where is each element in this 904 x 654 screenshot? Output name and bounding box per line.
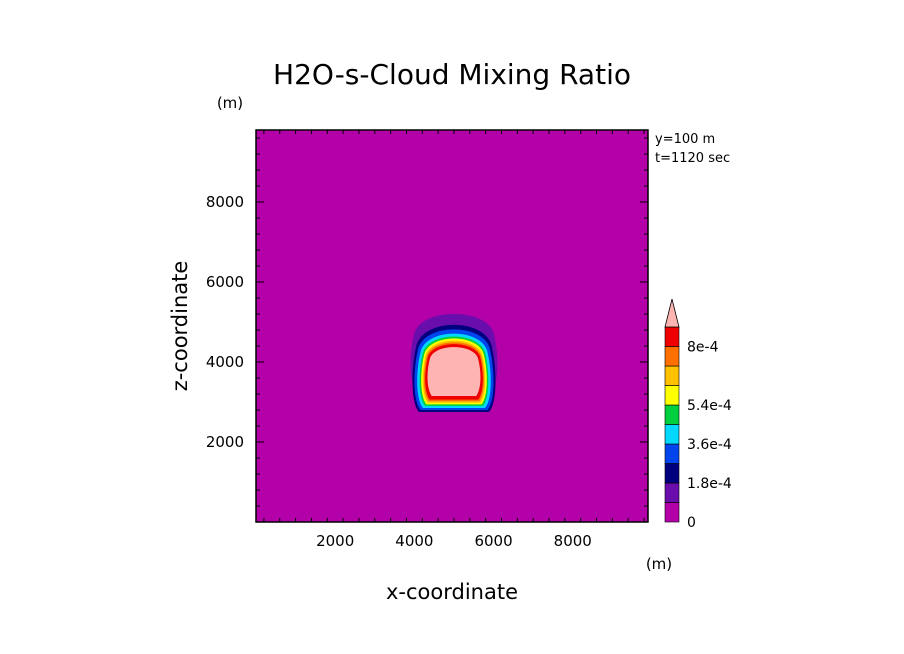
- colorbar-segment: [664, 346, 680, 367]
- x-tick-label: 6000: [474, 532, 512, 550]
- colorbar-segment: [664, 443, 680, 464]
- colorbar-label: 3.6e-4: [687, 437, 732, 453]
- y-axis-ticks: 2000 4000 6000 8000: [206, 137, 648, 507]
- annotation-y-position: y=100 m: [655, 132, 715, 147]
- x-tick-label: 2000: [316, 532, 354, 550]
- plot-frame: [255, 129, 649, 523]
- cloud-plume: [410, 313, 498, 412]
- colorbar-label: 5.4e-4: [687, 398, 732, 414]
- colorbar-segment: [664, 326, 680, 347]
- colorbar-segment: [664, 385, 680, 406]
- y-tick-label: 2000: [206, 433, 244, 451]
- y-tick-label: 8000: [206, 193, 244, 211]
- x-axis-ticks: 2000 4000 6000 8000: [263, 130, 645, 550]
- x-tick-label: 8000: [554, 532, 592, 550]
- y-axis-label: z-coordinate: [168, 261, 192, 392]
- x-unit-label: (m): [646, 555, 672, 573]
- colorbar-segment: [664, 502, 680, 523]
- y-tick-label: 4000: [206, 353, 244, 371]
- colorbar-segment: [664, 463, 680, 484]
- colorbar-label: 1.8e-4: [687, 476, 732, 492]
- x-tick-label: 4000: [395, 532, 433, 550]
- colorbar-segment: [664, 365, 680, 386]
- colorbar-segment: [664, 424, 680, 445]
- colorbar-label: 0: [687, 515, 696, 531]
- cloud-contour-level-10: [427, 347, 481, 396]
- x-axis-label: x-coordinate: [386, 580, 518, 604]
- chart-title: H2O-s-Cloud Mixing Ratio: [273, 58, 631, 91]
- y-tick-label: 6000: [206, 273, 244, 291]
- colorbar-label: 8e-4: [687, 340, 719, 356]
- colorbar: 0 1.8e-4 3.6e-4 5.4e-4 8e-4: [664, 298, 732, 531]
- colorbar-segment: [664, 404, 680, 425]
- y-unit-label: (m): [217, 94, 243, 112]
- colorbar-extend-arrow: [664, 298, 680, 328]
- annotation-time: t=1120 sec: [655, 151, 730, 166]
- colorbar-segment: [664, 482, 680, 503]
